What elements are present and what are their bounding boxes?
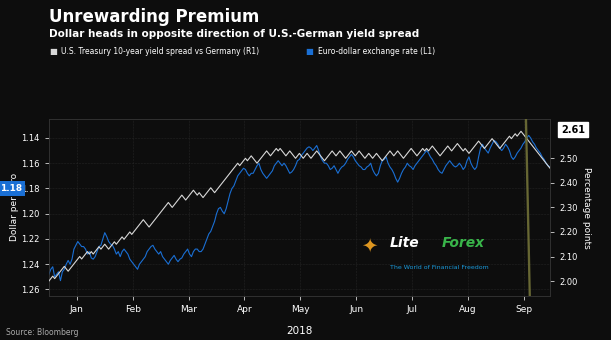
Text: 2.61: 2.61 [561,124,585,135]
Text: U.S. Treasury 10-year yield spread vs Germany (R1): U.S. Treasury 10-year yield spread vs Ge… [61,47,259,56]
Text: Unrewarding Premium: Unrewarding Premium [49,8,259,27]
Text: Lite: Lite [390,236,419,250]
Text: 1.18: 1.18 [0,184,23,193]
Text: 2018: 2018 [286,326,313,336]
Text: ■: ■ [306,47,313,56]
Text: ✦: ✦ [361,237,378,256]
Text: Source: Bloomberg: Source: Bloomberg [6,328,79,337]
Text: Dollar heads in opposite direction of U.S.-German yield spread: Dollar heads in opposite direction of U.… [49,29,419,39]
Y-axis label: Dollar per euro: Dollar per euro [10,173,18,241]
Text: ■: ■ [49,47,57,56]
Text: Euro-dollar exchange rate (L1): Euro-dollar exchange rate (L1) [318,47,435,56]
Ellipse shape [502,0,552,340]
Y-axis label: Percentage points: Percentage points [582,167,591,248]
Text: The World of Financial Freedom: The World of Financial Freedom [390,265,488,270]
Text: Forex: Forex [442,236,485,250]
